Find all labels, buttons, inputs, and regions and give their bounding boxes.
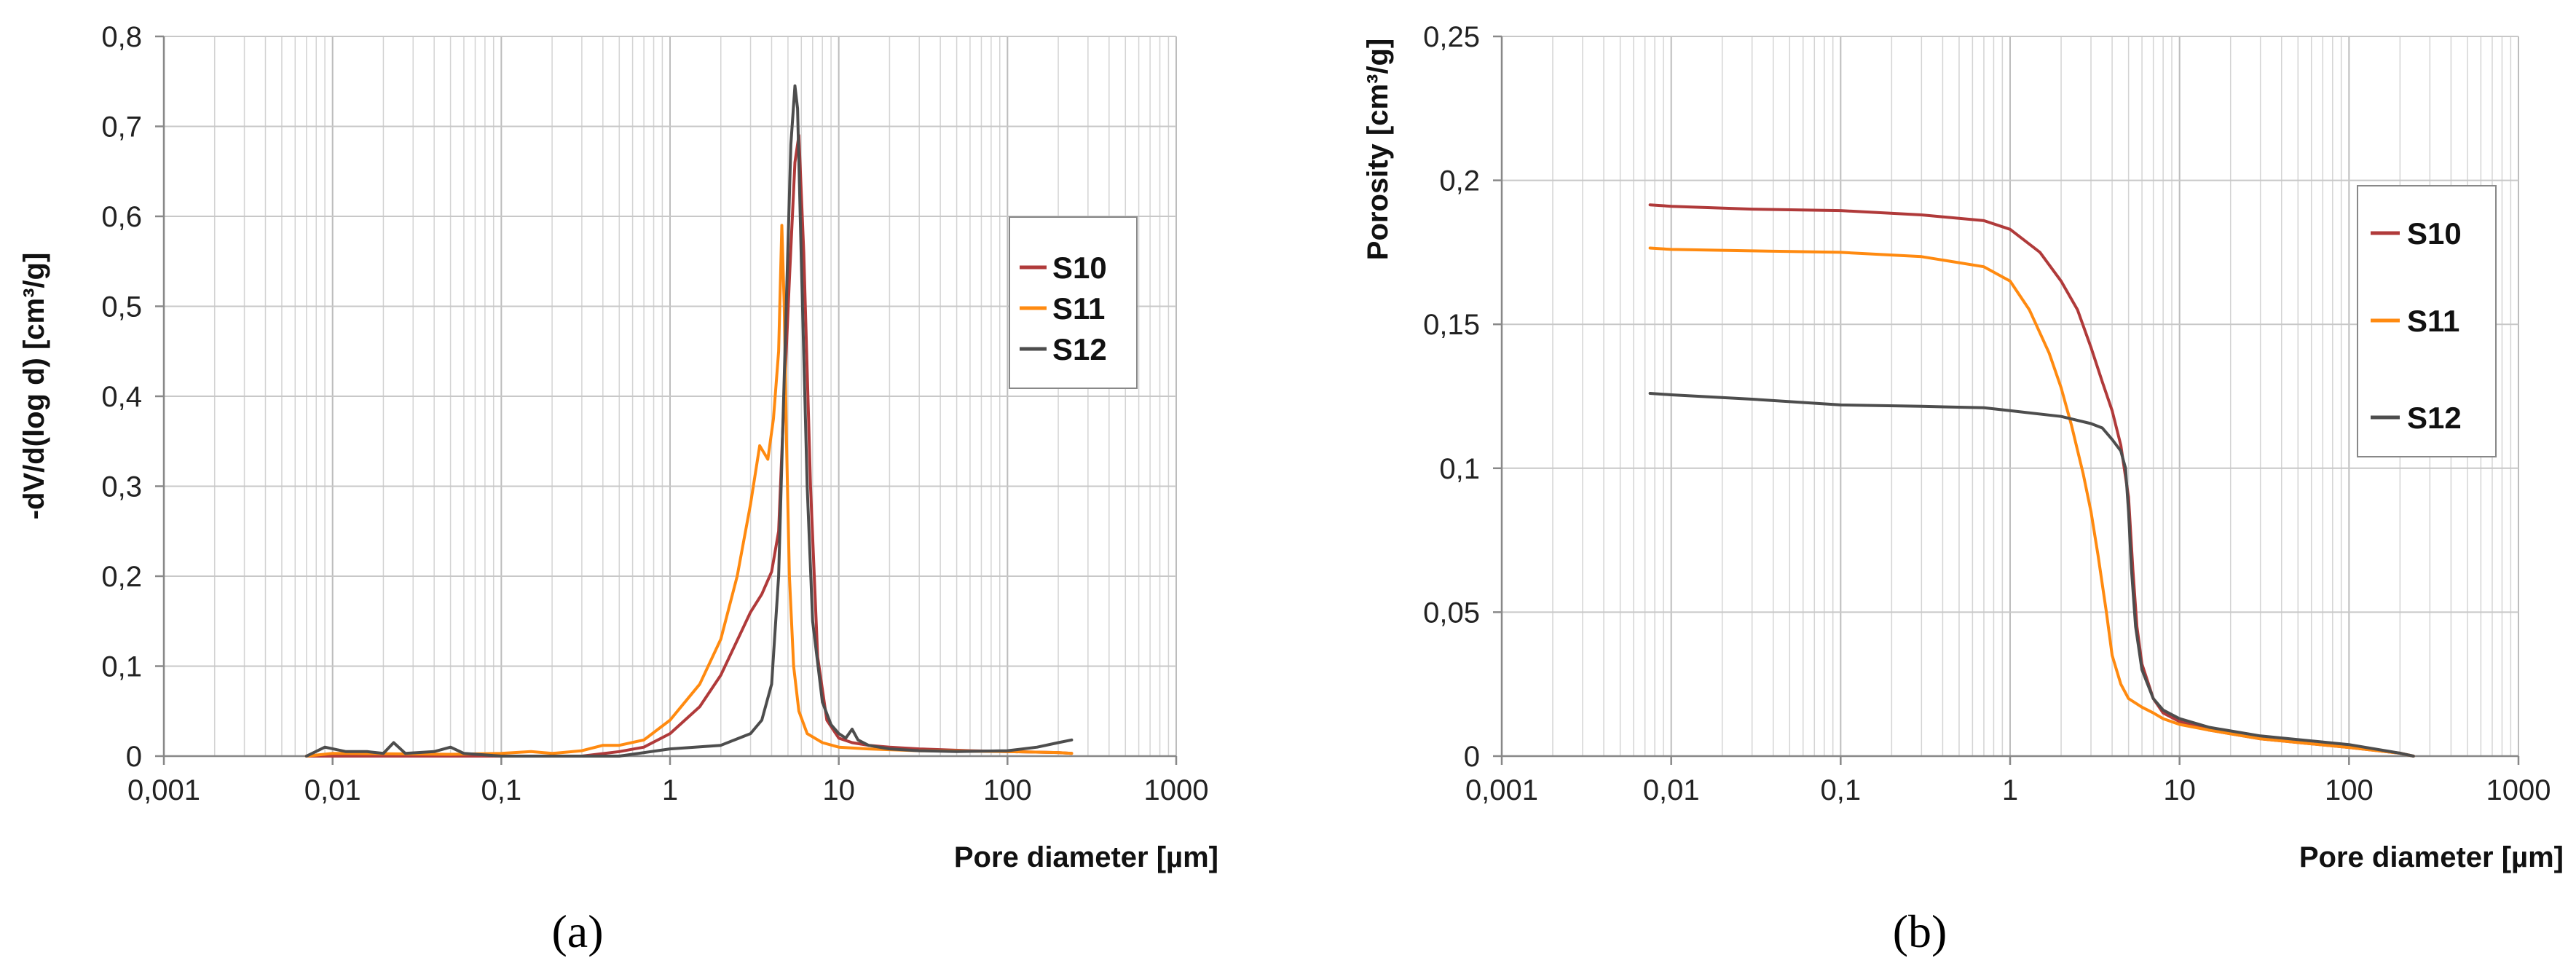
- y-axis-title-b: Porosity [cm³/g]: [1362, 39, 1394, 260]
- y-tick-label: 0,15: [1423, 309, 1480, 341]
- x-tick-labels-a: 0,001 0,01 0,1 1 10 100 1000: [127, 774, 1209, 806]
- y-tick-label: 0,05: [1423, 597, 1480, 629]
- x-tick-label: 100: [983, 774, 1032, 806]
- y-tick-label: 0,3: [101, 471, 142, 503]
- x-axis-title-b: Pore diameter [µm]: [2299, 841, 2564, 873]
- legend-label-s10-b: S10: [2407, 216, 2462, 251]
- panel-label-a: (a): [551, 905, 603, 957]
- axes-a: [155, 35, 1178, 765]
- x-tick-label: 0,1: [481, 774, 522, 806]
- series-line-s10-a: [304, 133, 1074, 758]
- grid-a: [163, 36, 1177, 757]
- legend-box-a: [1009, 216, 1138, 389]
- x-tick-label: 1000: [2486, 774, 2551, 806]
- series-line-s12-a: [304, 84, 1074, 758]
- x-tick-label: 0,001: [127, 774, 200, 806]
- y-axis-title-a: -dV/d(log d) [cm³/g]: [18, 253, 50, 520]
- y-tick-label: 0,1: [101, 651, 142, 683]
- x-tick-label: 0,01: [304, 774, 361, 806]
- x-tick-label: 0,01: [1643, 774, 1700, 806]
- y-tick-label: 0,7: [101, 111, 142, 144]
- legend-label-s10-a: S10: [1052, 251, 1107, 285]
- x-tick-label: 1: [662, 774, 678, 806]
- x-tick-label: 1: [2002, 774, 2018, 806]
- legend-a: S10 S11 S12: [1009, 216, 1138, 389]
- x-axis-title-a: Pore diameter [µm]: [954, 841, 1218, 873]
- axes-b: [1493, 35, 2520, 765]
- x-tick-label: 100: [2325, 774, 2374, 806]
- legend-label-s11-b: S11: [2407, 304, 2459, 338]
- legend-label-s12-a: S12: [1052, 332, 1107, 366]
- legend-label-s12-b: S12: [2407, 401, 2462, 435]
- y-tick-label: 0,4: [101, 381, 142, 413]
- legend-label-s11-a: S11: [1052, 291, 1105, 326]
- x-tick-labels-b: 0,001 0,01 0,1 1 10 100 1000: [1465, 774, 2551, 806]
- series-b: [1648, 203, 2415, 758]
- y-tick-label: 0,2: [101, 561, 142, 593]
- y-tick-labels-b: 0 0,05 0,1 0,15 0,2 0,25: [1423, 21, 1480, 773]
- series-line-s11-b: [1648, 246, 2415, 758]
- y-tick-label: 0,6: [101, 201, 142, 233]
- x-tick-label: 0,001: [1465, 774, 1538, 806]
- y-tick-label: 0,25: [1423, 21, 1480, 53]
- y-tick-label: 0,1: [1439, 453, 1480, 485]
- x-tick-label: 10: [2163, 774, 2196, 806]
- x-tick-label: 1000: [1144, 774, 1209, 806]
- y-tick-label: 0,8: [101, 21, 142, 53]
- series-line-s11-a: [304, 224, 1074, 758]
- y-tick-label: 0: [1464, 741, 1480, 773]
- series-line-s10-b: [1648, 203, 2415, 758]
- y-tick-label: 0,5: [101, 291, 142, 323]
- y-tick-labels-a: 0 0,1 0,2 0,3 0,4 0,5 0,6 0,7 0,8: [101, 21, 142, 773]
- x-tick-label: 0,1: [1821, 774, 1862, 806]
- x-tick-label: 10: [822, 774, 855, 806]
- panel-label-b: (b): [1893, 905, 1947, 957]
- series-line-s12-b: [1648, 392, 2415, 758]
- series-a: [304, 84, 1074, 758]
- legend-b: S10 S11 S12: [2357, 185, 2497, 457]
- chart-panel-b: 0,001 0,01 0,1 1 10 100 1000 0 0,05 0,1 0,15 0,2 0,…: [1362, 21, 2564, 957]
- y-tick-label: 0,2: [1439, 165, 1480, 197]
- chart-panel-a: 0,001 0,01 0,1 1 10 100 1000 00,10,20,30,40,50…: [18, 21, 1218, 957]
- y-tick-label: 0: [126, 741, 142, 773]
